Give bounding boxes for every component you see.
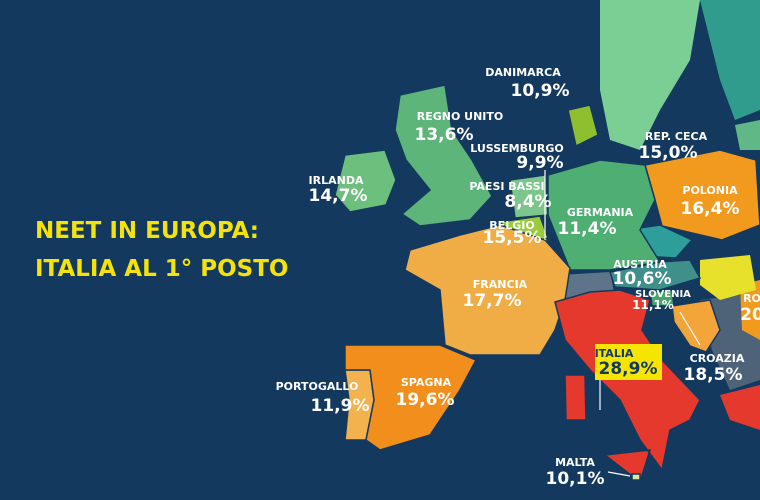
country-shape [644,149,760,241]
country-value: 19,6% [396,390,455,410]
country-value: 14,7% [309,186,368,206]
country-shape [334,149,397,213]
country-name: REP. CECA [645,130,708,143]
country-name: LUSSEMBURGO [470,142,564,155]
country-value: 9,9% [516,153,563,173]
country-name: CROAZIA [690,352,745,365]
country-value: 17,7% [463,291,522,311]
country-value: 11,4% [558,219,617,239]
country-value: 28,9% [599,359,658,379]
country-shape [344,344,478,451]
country-name: PORTOGALLO [276,380,359,393]
country-value: 11,1% [632,298,674,312]
country-name: SLOVENIA [635,289,691,300]
country-shape [394,84,493,227]
country-name: GERMANIA [567,206,634,219]
country-name: POLONIA [682,184,738,197]
country-value: 11,9% [311,396,370,416]
country-value: 10,9% [511,81,570,101]
country-name: FRANCIA [473,278,528,291]
land [740,280,760,340]
country-value: 18,5% [684,365,743,385]
country-value: 8,4% [504,192,551,212]
land [700,255,756,300]
country-value: 16,4% [681,199,740,219]
title: ITALIA AL 1° POSTO [35,256,288,282]
land [720,385,760,430]
country-shape [404,224,571,356]
country-name: PAESI BASSI [469,180,544,193]
country-shape [671,299,721,353]
country-name: IRLANDA [309,174,364,187]
title: NEET IN EUROPA: [35,218,259,244]
leader-line [607,471,631,477]
land [700,0,760,120]
country-shape [609,259,702,291]
country-value: 15,5% [483,228,542,248]
land [735,120,760,150]
country-shape [567,104,599,148]
country-value: 15,0% [639,143,698,163]
country-value: 13,6% [415,125,474,145]
land [600,0,700,150]
leader-line [679,311,701,346]
country-value: 10,1% [546,469,605,489]
country-value: 10,6% [613,269,672,289]
country-name: BELGIO [489,219,534,232]
highlight-box [595,344,662,380]
country-name: DANIMARCA [485,66,561,79]
country-name: REGNO UNITO [417,110,504,123]
partial-label: RO [743,292,760,305]
partial-label: 20 [740,305,760,325]
country-name: SPAGNA [401,376,452,389]
country-name: ITALIA [595,347,634,360]
country-name: AUSTRIA [613,258,667,271]
country-shape [631,473,641,481]
country-name: MALTA [555,456,595,469]
